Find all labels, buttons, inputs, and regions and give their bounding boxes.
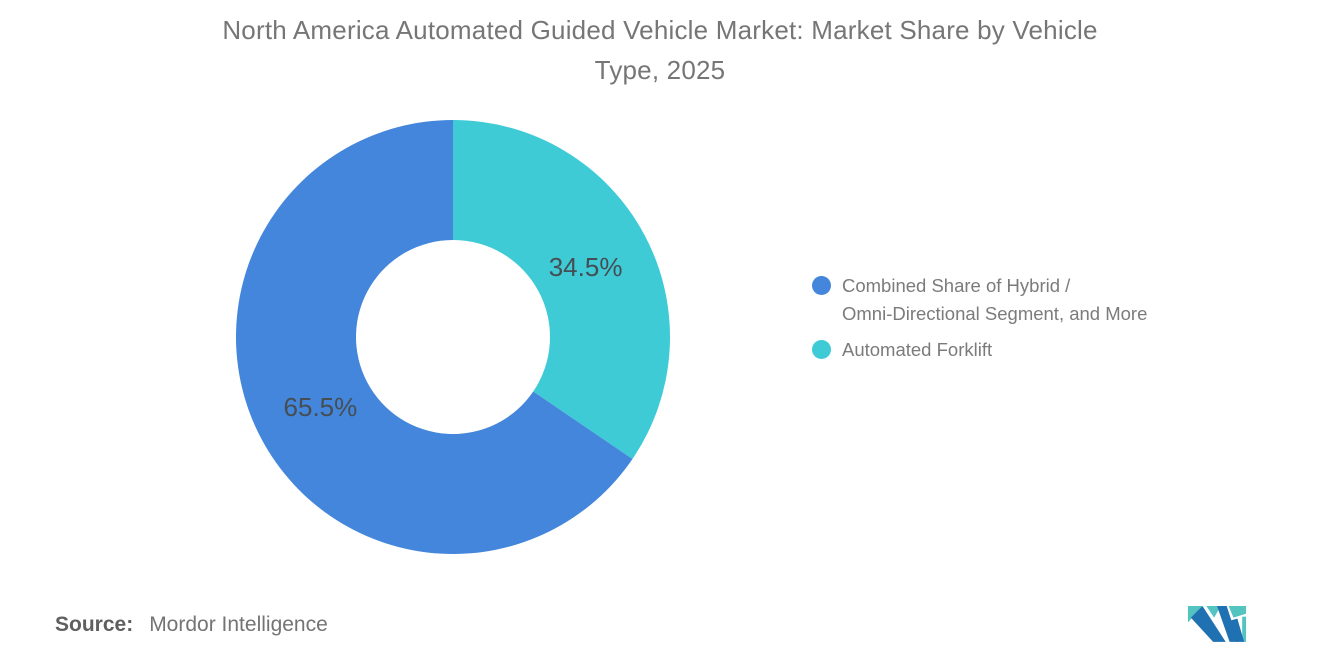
slice-label-34.5: 34.5% bbox=[549, 252, 623, 282]
logo-shape bbox=[1230, 618, 1245, 642]
chart-title: North America Automated Guided Vehicle M… bbox=[222, 15, 1098, 85]
legend-dot-icon bbox=[812, 276, 831, 295]
donut-chart: 34.5% 65.5% bbox=[236, 120, 671, 554]
legend-item-label: Automated Forklift bbox=[842, 339, 993, 360]
legend-item-automated-forklift[interactable]: Automated Forklift bbox=[812, 336, 1147, 364]
logo-shape bbox=[1206, 606, 1221, 618]
legend-dot-icon bbox=[812, 340, 831, 359]
legend-item-combined-hybrid[interactable]: Combined Share of Hybrid / Omni-Direction… bbox=[812, 272, 1147, 328]
source-label: Source: bbox=[55, 613, 134, 636]
logo-shape bbox=[1242, 616, 1247, 642]
source-attribution: Source: Mordor Intelligence bbox=[55, 611, 328, 639]
donut-slice-34.5[interactable] bbox=[453, 120, 671, 459]
donut-chart-area: 34.5% 65.5% bbox=[231, 115, 675, 559]
logo-shape bbox=[1190, 606, 1226, 642]
logo-shape bbox=[1217, 606, 1239, 642]
chart-legend: Combined Share of Hybrid / Omni-Direction… bbox=[812, 272, 1147, 364]
logo-shape bbox=[1228, 606, 1247, 618]
source-value: Mordor Intelligence bbox=[149, 613, 328, 636]
donut-slice-65.5[interactable] bbox=[236, 120, 633, 554]
legend-item-label: Combined Share of Hybrid / Omni-Direction… bbox=[842, 275, 1148, 324]
slice-label-65.5: 65.5% bbox=[284, 392, 358, 422]
mordor-intelligence-logo bbox=[1187, 606, 1247, 642]
